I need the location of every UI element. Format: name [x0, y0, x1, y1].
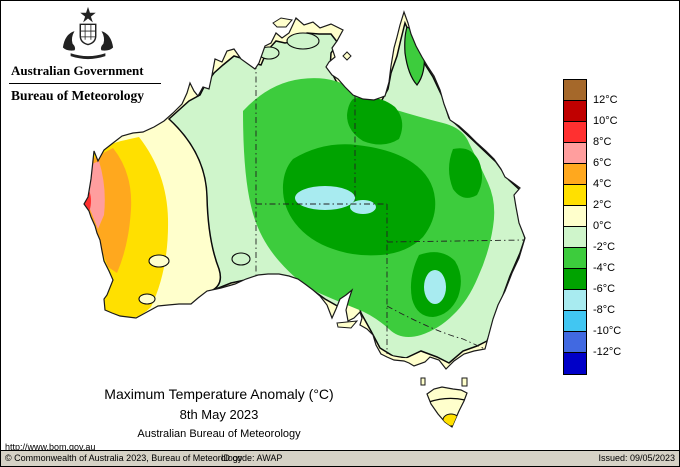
legend-cell — [564, 185, 586, 206]
region-dark-green-gulf — [347, 97, 403, 145]
groote-island — [342, 51, 352, 61]
legend-cell — [564, 353, 586, 374]
border-qld-nsw — [386, 239, 525, 243]
legend-label: -12°C — [593, 346, 622, 358]
legend-cell — [564, 290, 586, 311]
region-cyan-central — [295, 186, 355, 210]
legend-color-bar — [563, 79, 587, 375]
border-nsw-vic — [386, 305, 486, 350]
small-islands — [272, 17, 468, 387]
legend-label: -2°C — [593, 241, 616, 253]
region-dark-green-central — [282, 144, 436, 256]
region-cyan-central-small — [350, 200, 376, 214]
contour-island-1 — [148, 254, 170, 268]
footer-issued: Issued: 09/05/2023 — [598, 453, 675, 463]
legend-label: -6°C — [593, 283, 616, 295]
tasmania-yellow-patch — [442, 413, 460, 427]
government-title: Australian Government — [11, 63, 144, 78]
legend: 12°C 10°C 8°C 6°C 4°C 2°C 0°C -2°C -4°C … — [563, 79, 653, 379]
legend-label: 0°C — [593, 220, 612, 232]
legend-label: -8°C — [593, 304, 616, 316]
legend-label: 2°C — [593, 199, 612, 211]
map-date: 8th May 2023 — [179, 407, 259, 422]
contour-island-3 — [231, 252, 251, 266]
bom-url: http://www.bom.gov.au — [5, 442, 96, 452]
government-header: Australian Government Bureau of Meteorol… — [9, 5, 167, 104]
region-cyan-nsw — [424, 270, 446, 304]
flinders-island — [461, 377, 468, 387]
legend-cell — [564, 332, 586, 353]
legend-cell — [564, 227, 586, 248]
top-end-patch-1 — [286, 32, 320, 50]
legend-cell — [564, 80, 586, 101]
footer-id-code: ID code: AWAP — [221, 453, 283, 463]
footer-copyright: © Commonwealth of Australia 2023, Bureau… — [5, 453, 243, 463]
footer-bar: © Commonwealth of Australia 2023, Bureau… — [1, 450, 679, 466]
legend-cell — [564, 143, 586, 164]
bureau-title: Bureau of Meteorology — [11, 88, 144, 103]
header-divider — [9, 83, 161, 84]
legend-cell — [564, 269, 586, 290]
legend-label: 8°C — [593, 136, 612, 148]
map-caption: Maximum Temperature Anomaly (°C) 8th May… — [63, 386, 375, 440]
legend-label: 4°C — [593, 178, 612, 190]
legend-label: -4°C — [593, 262, 616, 274]
contour-island-2 — [138, 293, 156, 305]
legend-cell — [564, 206, 586, 227]
legend-label: -10°C — [593, 325, 622, 337]
region-dark-green-qld-east — [449, 148, 483, 198]
legend-cell — [564, 164, 586, 185]
coat-of-arms-icon — [62, 6, 114, 60]
map-title: Maximum Temperature Anomaly (°C) — [104, 386, 334, 402]
legend-cell — [564, 311, 586, 332]
melville-island — [272, 17, 293, 28]
state-borders — [255, 63, 525, 354]
map-organisation: Australian Bureau of Meteorology — [137, 428, 301, 440]
legend-cell — [564, 101, 586, 122]
legend-label: 6°C — [593, 157, 612, 169]
tasmania-contour — [428, 397, 466, 403]
kangaroo-island — [336, 320, 359, 329]
king-island — [420, 377, 426, 386]
legend-cell — [564, 122, 586, 143]
legend-cell — [564, 248, 586, 269]
legend-label: 12°C — [593, 94, 618, 106]
legend-label: 10°C — [593, 115, 618, 127]
